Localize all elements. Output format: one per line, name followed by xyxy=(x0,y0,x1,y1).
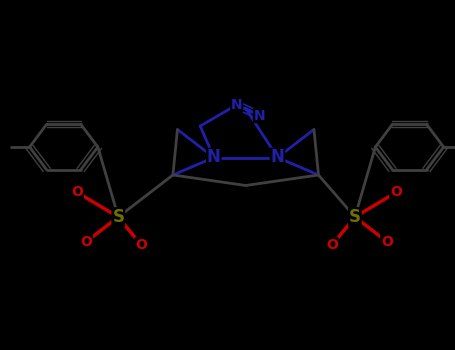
Text: S: S xyxy=(112,208,124,226)
Text: O: O xyxy=(71,186,83,199)
Text: O: O xyxy=(390,186,402,199)
Text: N: N xyxy=(207,148,221,167)
Text: O: O xyxy=(135,238,147,252)
Text: O: O xyxy=(326,238,338,252)
Text: N: N xyxy=(271,148,284,167)
Text: N: N xyxy=(231,98,243,112)
Text: N: N xyxy=(253,108,265,122)
Text: O: O xyxy=(381,234,393,248)
Text: O: O xyxy=(81,234,92,248)
Text: S: S xyxy=(349,208,361,226)
